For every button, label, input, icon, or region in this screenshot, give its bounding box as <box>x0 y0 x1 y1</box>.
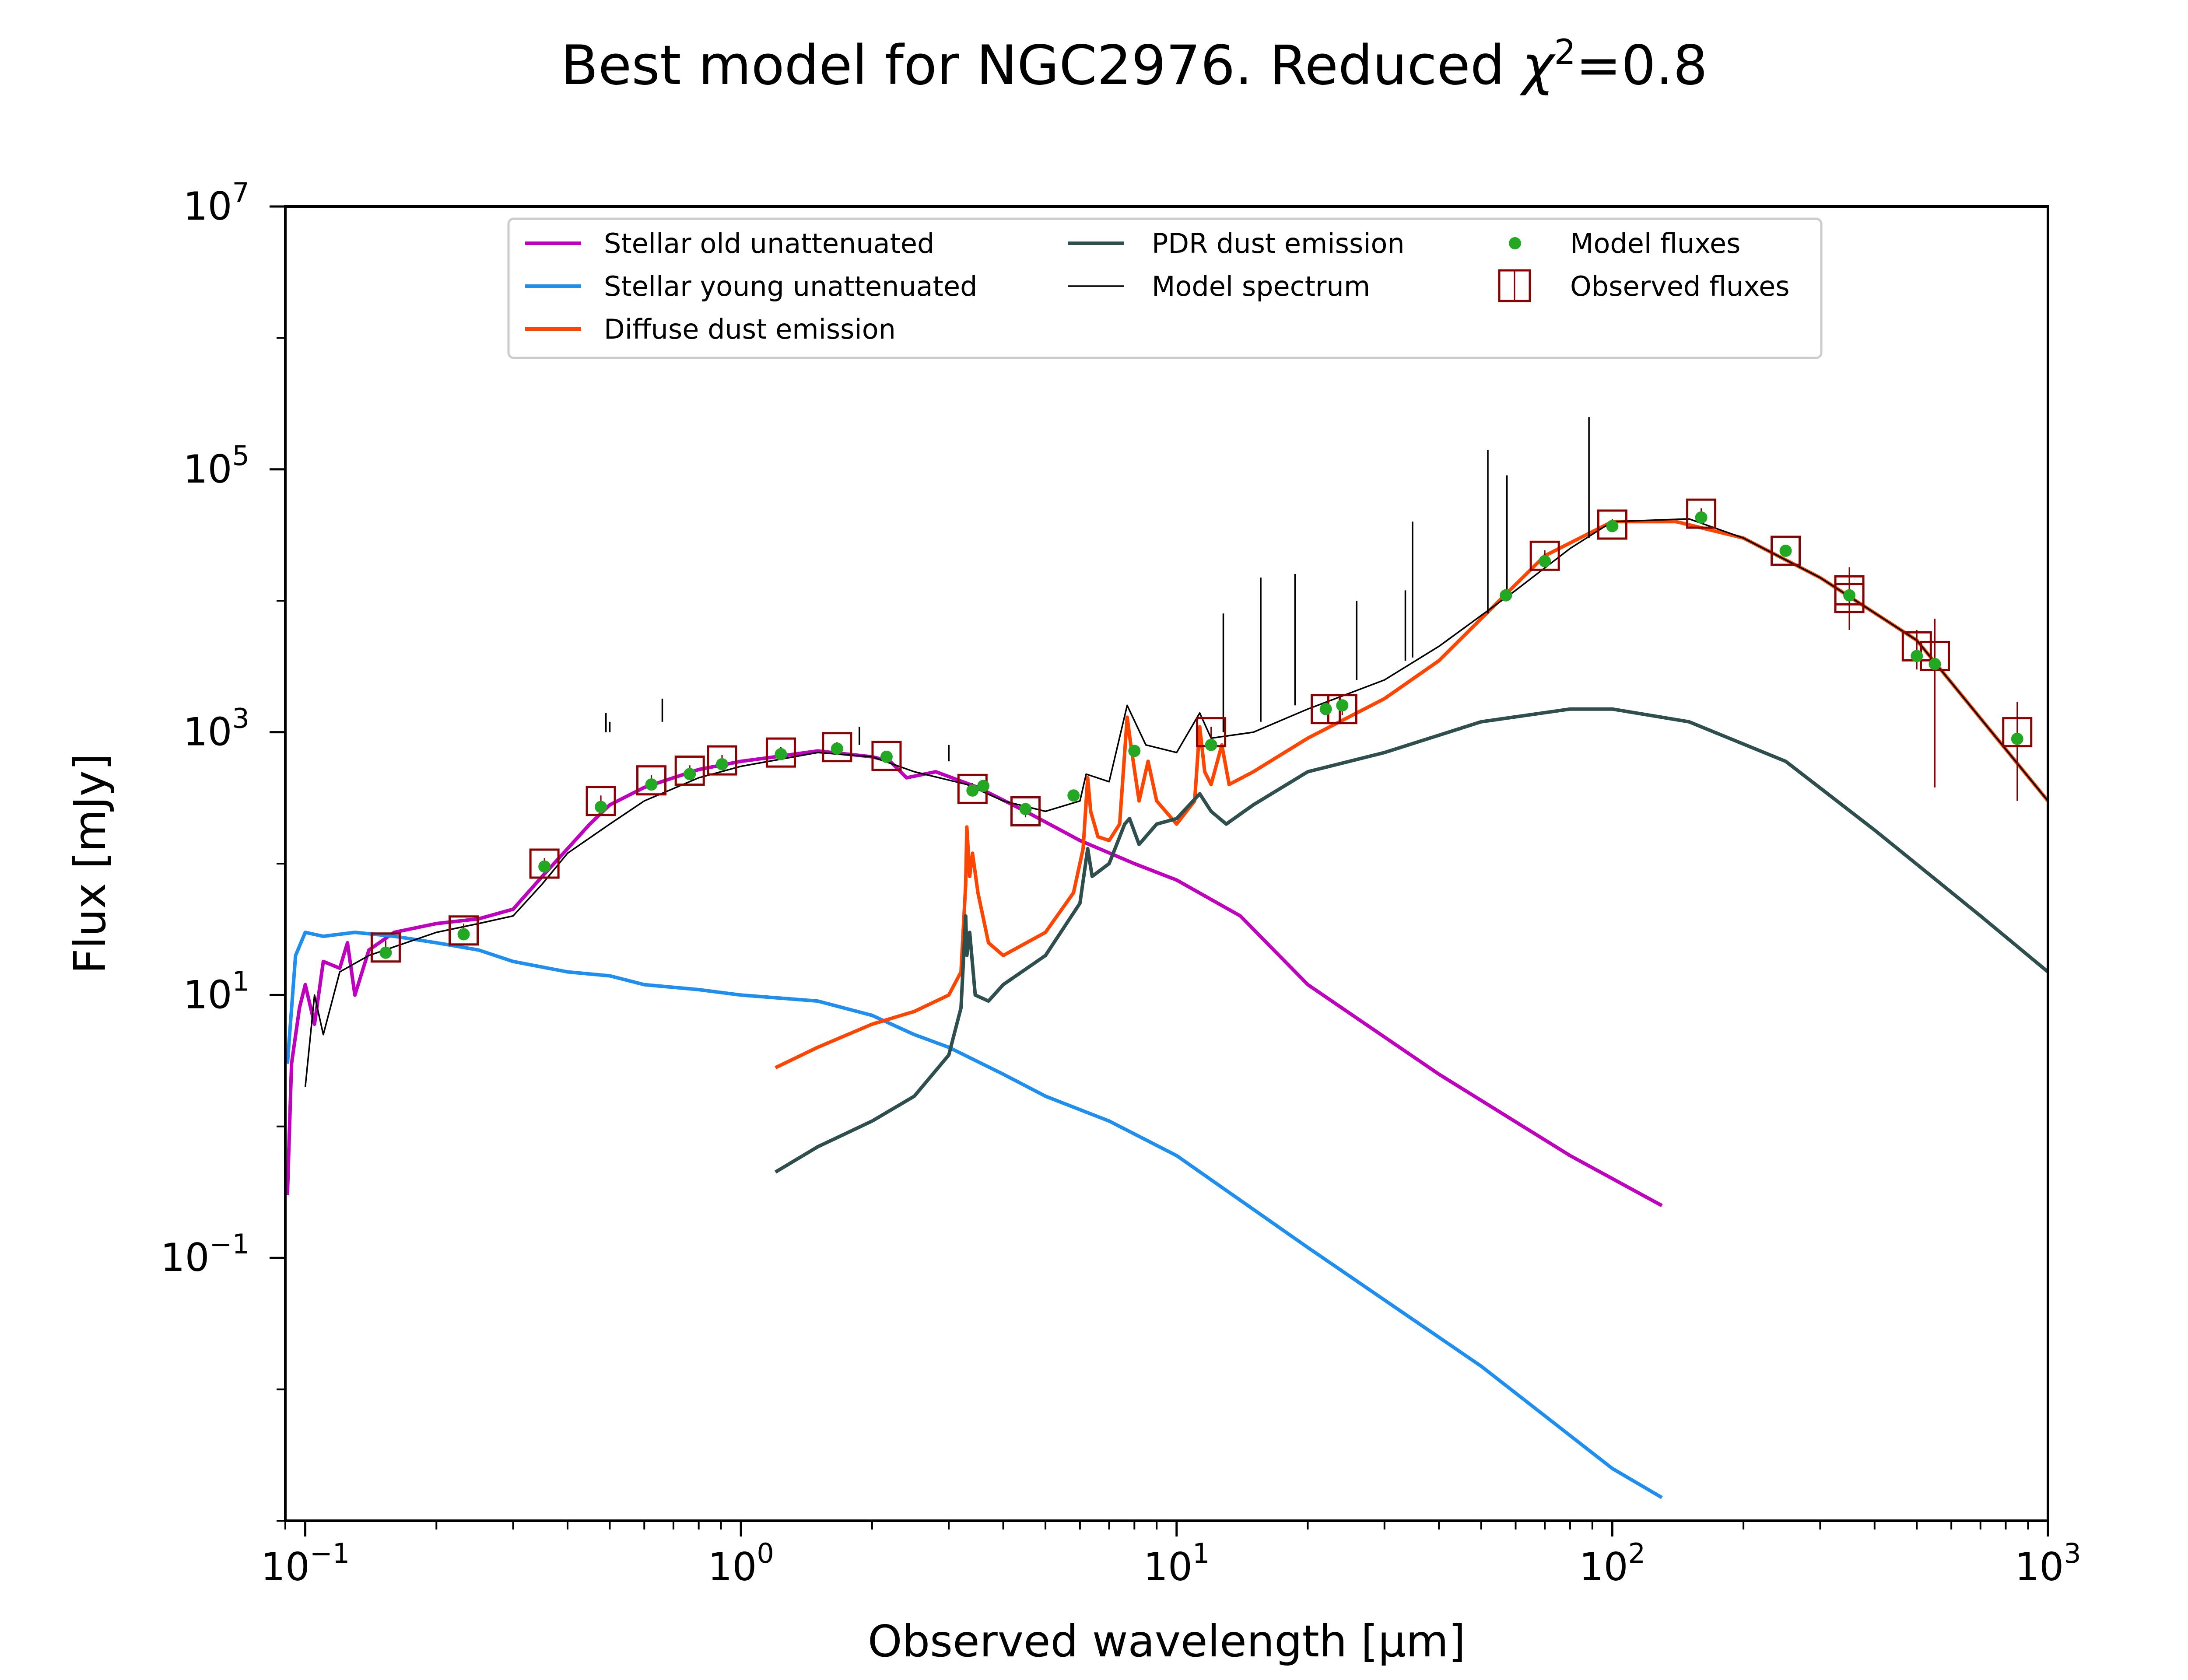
series-line-stellar-young-unattenuated <box>285 931 1663 1499</box>
model-flux-point <box>457 928 470 941</box>
x-tick-label: 103 <box>2015 1537 2081 1589</box>
emission-lines-layer <box>605 417 1590 762</box>
legend-label-observed-fluxes: Observed fluxes <box>1570 270 1790 302</box>
series-layer <box>285 518 2048 1499</box>
observed-flux-marker <box>2002 717 2033 748</box>
model-flux-point <box>1606 520 1619 532</box>
y-axis-label: Flux [mJy] <box>64 753 116 974</box>
model-flux-point <box>538 860 551 873</box>
observed-flux-marker <box>636 765 667 796</box>
observed-flux-marker <box>1771 536 1801 566</box>
series-line-diffuse-dust-emission <box>775 520 2048 1070</box>
observed-flux-marker <box>1010 796 1041 826</box>
observed-flux-marker <box>765 737 796 768</box>
model-flux-point <box>1500 589 1512 602</box>
observed-flux-marker <box>822 732 852 763</box>
y-axis: 10−1 101 103 105 107 <box>161 177 285 1522</box>
series-line-stellar-old-unattenuated <box>285 749 1663 1208</box>
chart-title-sup: 2 <box>1554 33 1576 72</box>
x-axis-label: Observed wavelength [μm] <box>868 1616 1466 1667</box>
model-flux-point <box>595 801 607 813</box>
observed-flux-marker <box>707 745 737 776</box>
model-flux-point <box>1128 745 1141 757</box>
model-flux-point <box>966 784 979 797</box>
model-flux-point <box>1336 699 1349 712</box>
legend-marker-observed-fluxes <box>1498 269 1531 302</box>
x-tick-label: 100 <box>708 1537 774 1589</box>
model-flux-point <box>977 780 990 792</box>
x-tick-label: 10−1 <box>261 1537 350 1589</box>
legend-marker-model-fluxes <box>1509 237 1521 249</box>
observed-flux-marker <box>1529 540 1560 571</box>
legend-label-model-fluxes: Model fluxes <box>1570 228 1740 259</box>
legend-label-stellar-young: Stellar young unattenuated <box>604 270 977 302</box>
model-flux-point <box>880 750 893 763</box>
model-flux-point <box>1843 589 1856 602</box>
observed-flux-marker <box>449 915 479 946</box>
model-flux-point <box>1067 789 1080 802</box>
model-flux-point <box>2011 732 2023 745</box>
model-flux-point <box>831 742 843 755</box>
legend: Stellar old unattenuated Stellar young u… <box>507 217 1823 359</box>
observed-flux-point <box>1834 578 1865 630</box>
observed-flux-marker <box>674 755 705 786</box>
x-axis: 10−1 100 101 102 103 <box>261 1521 2081 1589</box>
model-flux-point <box>1319 703 1332 715</box>
legend-label-diffuse-dust: Diffuse dust emission <box>604 313 896 345</box>
legend-box <box>507 217 1823 359</box>
legend-label-pdr-dust: PDR dust emission <box>1152 228 1405 259</box>
chart-title-chi: χ <box>1519 34 1556 97</box>
model-flux-point <box>1539 555 1551 567</box>
points-layer <box>370 498 2033 963</box>
observed-flux-marker <box>871 741 902 771</box>
chart-title: Best model for NGC2976. Reduced χ2=0.8 <box>561 33 1708 97</box>
observed-flux-marker <box>1597 509 1627 540</box>
observed-flux-marker <box>1834 583 1865 613</box>
model-flux-point <box>645 778 658 791</box>
model-flux-point <box>716 758 729 770</box>
chart-title-main: Best model for NGC2976. Reduced <box>561 34 1522 97</box>
series-line-pdr-dust-emission <box>774 707 2048 1174</box>
y-tick-label: 105 <box>183 440 249 492</box>
x-tick-label: 102 <box>1579 1537 1645 1589</box>
model-flux-point <box>775 748 787 760</box>
model-flux-point <box>1019 803 1032 816</box>
model-flux-point <box>1779 544 1792 557</box>
model-flux-point <box>379 946 392 959</box>
model-flux-point <box>1911 650 1923 662</box>
observed-flux-marker <box>370 932 401 963</box>
y-tick-label: 101 <box>183 965 249 1017</box>
y-tick-label: 10−1 <box>161 1228 249 1280</box>
model-flux-point <box>1205 738 1217 751</box>
legend-label-model-spectrum: Model spectrum <box>1152 270 1370 302</box>
y-tick-label: 103 <box>183 703 249 755</box>
observed-flux-marker <box>1686 498 1717 529</box>
plot-area <box>285 206 2048 1521</box>
x-tick-label: 101 <box>1143 1537 1210 1589</box>
model-flux-point <box>1695 511 1708 524</box>
chart-title-tail: =0.8 <box>1576 34 1708 97</box>
observed-flux-marker <box>586 786 616 816</box>
model-flux-point <box>684 768 696 780</box>
model-flux-point <box>1929 658 1941 670</box>
observed-flux-marker <box>529 848 560 879</box>
observed-flux-point <box>2002 702 2033 801</box>
y-tick-label: 107 <box>183 177 249 229</box>
legend-label-stellar-old: Stellar old unattenuated <box>604 228 934 259</box>
